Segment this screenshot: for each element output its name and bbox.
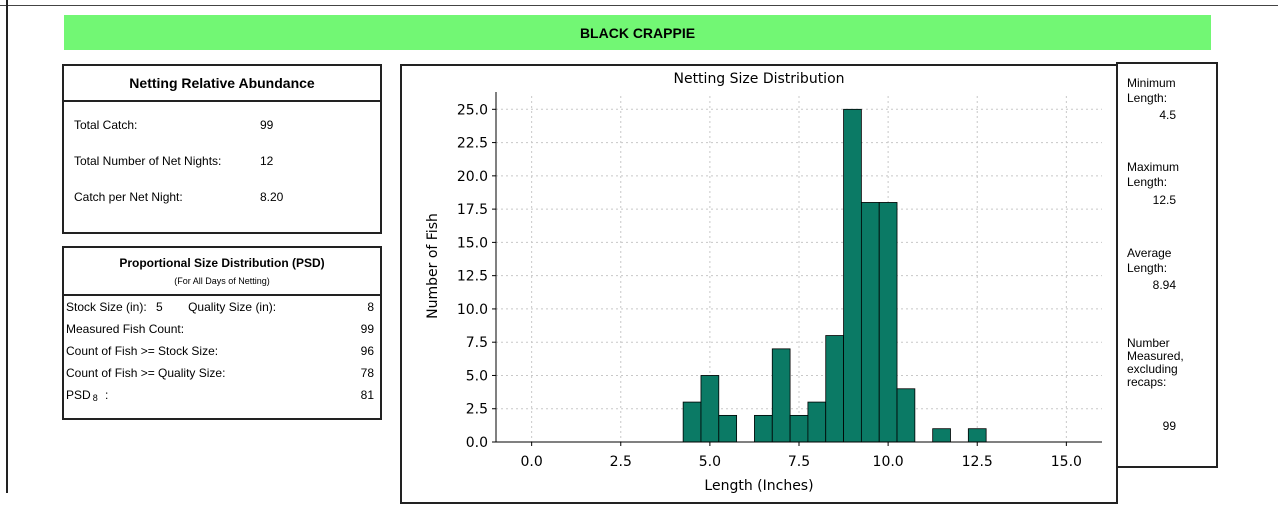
histogram-bar xyxy=(789,414,809,443)
avg-length-label-1: Average xyxy=(1127,246,1172,260)
histogram-bar xyxy=(967,428,987,443)
catch-per-night-label: Catch per Net Night: xyxy=(74,190,183,204)
max-length-label-1: Maximum xyxy=(1127,160,1180,174)
num-measured-value: 99 xyxy=(1162,419,1176,433)
x-tick-label: 2.5 xyxy=(610,454,632,470)
quality-size-label: Quality Size (in): xyxy=(188,300,277,314)
x-axis-label: Length (Inches) xyxy=(704,478,813,494)
x-tick-label: 7.5 xyxy=(788,454,810,470)
histogram-bar xyxy=(860,202,880,443)
y-axis-label: Number of Fish xyxy=(425,213,441,319)
num-measured-label-1: Number xyxy=(1127,336,1170,350)
max-length-value: 12.5 xyxy=(1152,193,1176,207)
total-catch-label: Total Catch: xyxy=(74,118,138,132)
min-length-label-2: Length: xyxy=(1127,91,1168,105)
min-length-label-1: Minimum xyxy=(1127,76,1176,90)
psd-panel: Proportional Size Distribution (PSD) (Fo… xyxy=(62,246,382,420)
max-length-label-2: Length: xyxy=(1127,175,1168,189)
chart-title: Netting Size Distribution xyxy=(673,71,844,87)
species-title: BLACK CRAPPIE xyxy=(579,24,696,41)
y-tick-label: 17.5 xyxy=(457,202,488,218)
chart-panel: Netting Size Distribution Length (Inches… xyxy=(400,64,1118,504)
psd-row-quality: Count of Fish >= Quality Size: 78 xyxy=(66,366,374,383)
stock-size-label: Stock Size (in): xyxy=(66,300,147,314)
psd-label-suffix: : xyxy=(101,388,109,402)
grid xyxy=(496,96,1102,443)
y-tick-label: 2.5 xyxy=(466,402,488,418)
num-measured-label-4: recaps: xyxy=(1127,375,1167,389)
quality-count-value: 78 xyxy=(360,366,374,380)
histogram-bar xyxy=(807,401,827,443)
top-border xyxy=(0,0,1278,6)
histogram-bar xyxy=(825,335,844,443)
y-tick-label: 10.0 xyxy=(457,302,488,318)
left-border xyxy=(0,0,8,493)
psd-value: 81 xyxy=(360,388,374,402)
psd-label-subscript: 8 xyxy=(92,393,98,403)
length-stats-panel: Minimum Length: 4.5 Maximum Length: 12.5… xyxy=(1116,62,1218,468)
axes: 0.0 2.5 5.0 7.5 10.0 12.5 15.0 0.0 2.5 5.0 7.5 10.0… xyxy=(457,92,1102,470)
y-tick-label: 7.5 xyxy=(466,335,488,351)
x-tick-label: 10.0 xyxy=(873,454,904,470)
x-tick-label: 0.0 xyxy=(521,454,543,470)
catch-per-night-value: 8.20 xyxy=(260,190,284,204)
num-measured-label-3: excluding xyxy=(1127,362,1178,376)
histogram-bar xyxy=(932,428,951,443)
y-tick-label: 5.0 xyxy=(466,368,488,384)
psd-row-measured: Measured Fish Count: 99 xyxy=(66,322,374,339)
y-tick-label: 15.0 xyxy=(457,235,488,251)
total-catch-value: 99 xyxy=(260,118,274,132)
size-distribution-chart: Netting Size Distribution Length (Inches… xyxy=(425,71,1102,494)
x-tick-label: 12.5 xyxy=(962,454,993,470)
net-nights-value: 12 xyxy=(260,154,274,168)
histogram-bar xyxy=(896,388,916,443)
stock-size-value: 5 xyxy=(156,300,163,314)
min-length-value: 4.5 xyxy=(1159,108,1176,122)
y-tick-label: 12.5 xyxy=(457,269,488,285)
stock-count-label: Count of Fish >= Stock Size: xyxy=(66,344,219,358)
histogram-bar xyxy=(771,348,791,443)
y-tick-label: 0.0 xyxy=(466,435,488,451)
measured-count-value: 99 xyxy=(360,322,374,336)
x-tick-label: 5.0 xyxy=(699,454,721,470)
histogram-bar xyxy=(754,414,773,443)
avg-length-value: 8.94 xyxy=(1152,278,1176,292)
y-tick-label: 22.5 xyxy=(457,136,488,152)
net-nights-label: Total Number of Net Nights: xyxy=(74,154,222,168)
stock-count-value: 96 xyxy=(360,344,374,358)
histogram-bar xyxy=(843,108,862,443)
histogram-bar xyxy=(878,202,898,443)
psd-header: Proportional Size Distribution (PSD) (Fo… xyxy=(64,248,380,296)
measured-count-label: Measured Fish Count: xyxy=(66,322,185,336)
avg-length-label-2: Length: xyxy=(1127,261,1168,275)
psd-size-row: Stock Size (in): 5 Quality Size (in): 8 xyxy=(66,300,374,317)
histogram-bar xyxy=(718,414,738,443)
abundance-title: Netting Relative Abundance xyxy=(64,66,380,102)
histogram-bar xyxy=(700,375,720,443)
species-banner: BLACK CRAPPIE xyxy=(64,15,1211,50)
bars xyxy=(682,108,987,443)
psd-title: Proportional Size Distribution (PSD) xyxy=(119,256,325,270)
abundance-panel: Netting Relative Abundance Total Catch: … xyxy=(62,64,382,234)
num-measured-label-2: Measured, xyxy=(1127,349,1184,363)
y-tick-label: 25.0 xyxy=(457,102,488,118)
psd-row-stock: Count of Fish >= Stock Size: 96 xyxy=(66,344,374,361)
psd-label: PSD xyxy=(66,388,91,402)
y-tick-label: 20.0 xyxy=(457,169,488,185)
quality-size-value: 8 xyxy=(367,300,374,314)
psd-row-psd: PSD 8 : 81 xyxy=(66,388,374,405)
quality-count-label: Count of Fish >= Quality Size: xyxy=(66,366,226,380)
psd-subtitle: (For All Days of Netting) xyxy=(174,276,270,286)
x-tick-label: 15.0 xyxy=(1051,454,1082,470)
histogram-bar xyxy=(682,401,702,443)
